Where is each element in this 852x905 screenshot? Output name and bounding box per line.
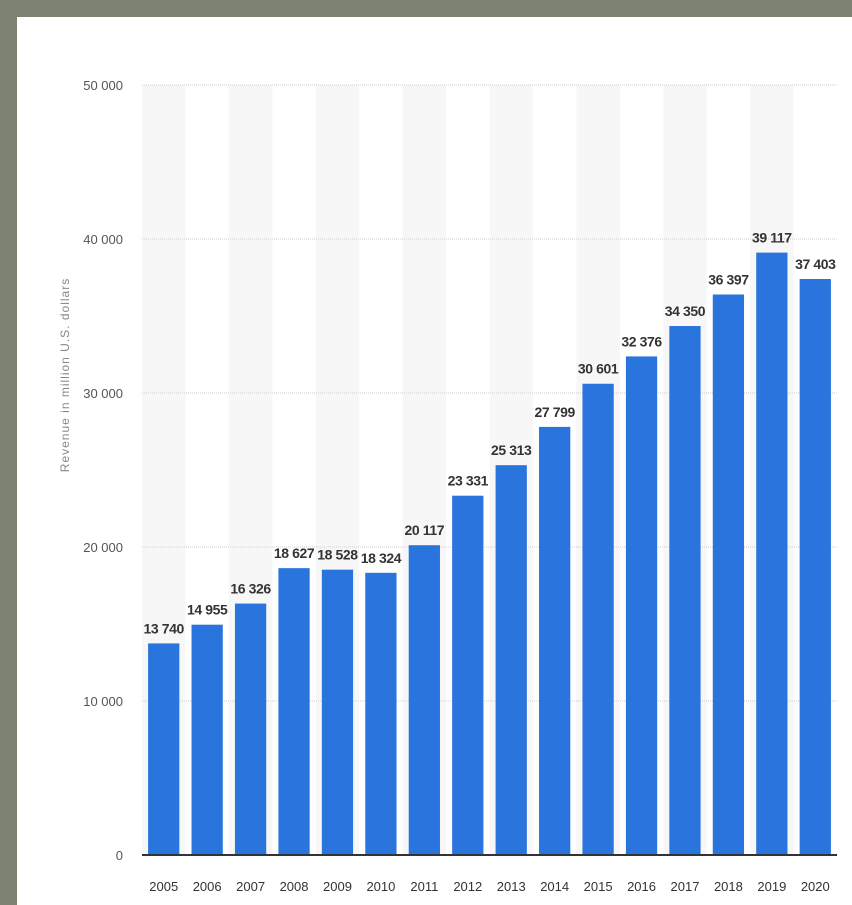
data-label: 16 326	[230, 581, 271, 597]
y-tick-label: 40 000	[83, 232, 123, 247]
bar	[234, 603, 267, 855]
bar	[365, 572, 397, 855]
x-tick-label: 2016	[627, 879, 656, 894]
x-tick-label: 2012	[453, 879, 482, 894]
bar	[278, 568, 310, 855]
bar	[712, 294, 745, 855]
bar	[495, 465, 527, 855]
data-label: 14 955	[187, 602, 228, 618]
y-axis-label: Revenue in million U.S. dollars	[58, 278, 72, 472]
bar	[756, 252, 788, 855]
data-label: 13 740	[144, 620, 185, 636]
bar	[452, 495, 484, 855]
x-tick-label: 2011	[410, 879, 438, 894]
data-label: 18 324	[361, 550, 402, 566]
data-label: 36 397	[708, 271, 749, 287]
bar	[669, 326, 701, 855]
y-tick-label: 10 000	[83, 694, 123, 709]
x-tick-label: 2008	[280, 879, 309, 894]
y-tick-label: 0	[116, 848, 123, 863]
x-tick-label: 2020	[801, 879, 830, 894]
x-tick-label: 2010	[366, 879, 395, 894]
y-tick-label: 30 000	[83, 386, 123, 401]
data-label: 32 376	[621, 333, 662, 349]
x-tick-label: 2014	[540, 879, 569, 894]
y-axis-ticks: 0 10 000 20 000 30 000 40 000 50 000	[83, 78, 123, 863]
bar	[625, 356, 658, 855]
x-tick-label: 2015	[584, 879, 613, 894]
chart-panel: 0 10 000 20 000 30 000 40 000 50 000 13 740 14…	[17, 17, 852, 905]
y-tick-label: 50 000	[83, 78, 123, 93]
x-tick-label: 2005	[149, 879, 178, 894]
bars	[148, 252, 831, 856]
x-tick-label: 2018	[714, 879, 743, 894]
bar	[191, 624, 223, 855]
bar	[539, 426, 571, 855]
data-label: 23 331	[448, 473, 489, 489]
bar	[148, 643, 180, 855]
data-label: 25 313	[491, 442, 532, 458]
data-label: 30 601	[578, 361, 619, 377]
x-axis-ticks: 2005 2006 2007 2008 2009 2010 2011 2012 2013 2014…	[149, 879, 829, 894]
data-label: 27 799	[534, 404, 575, 420]
x-tick-label: 2017	[671, 879, 700, 894]
x-tick-label: 2006	[193, 879, 222, 894]
x-tick-label: 2007	[236, 879, 265, 894]
data-label: 18 627	[274, 545, 315, 561]
bar	[408, 545, 440, 855]
x-tick-label: 2019	[757, 879, 786, 894]
bar	[799, 278, 831, 856]
bar-chart: 0 10 000 20 000 30 000 40 000 50 000 13 74014…	[58, 78, 837, 894]
x-tick-label: 2013	[497, 879, 526, 894]
data-label: 18 528	[317, 547, 358, 563]
data-label: 20 117	[405, 522, 445, 538]
bar	[321, 569, 354, 855]
data-label: 37 403	[795, 256, 836, 272]
bar	[582, 383, 614, 855]
y-tick-label: 20 000	[83, 540, 123, 555]
data-label: 39 117	[752, 230, 792, 246]
data-label: 34 350	[665, 303, 706, 319]
x-tick-label: 2009	[323, 879, 352, 894]
